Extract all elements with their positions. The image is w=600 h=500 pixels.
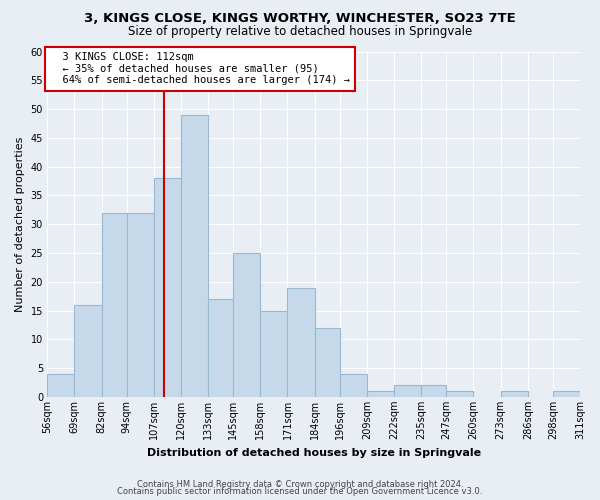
X-axis label: Distribution of detached houses by size in Springvale: Distribution of detached houses by size …: [146, 448, 481, 458]
Bar: [260, 310, 287, 397]
Text: Contains public sector information licensed under the Open Government Licence v3: Contains public sector information licen…: [118, 487, 482, 496]
Text: Size of property relative to detached houses in Springvale: Size of property relative to detached ho…: [128, 25, 472, 38]
Bar: [233, 253, 260, 397]
Bar: [208, 299, 233, 397]
Bar: [421, 386, 446, 397]
Bar: [101, 212, 127, 397]
Text: Contains HM Land Registry data © Crown copyright and database right 2024.: Contains HM Land Registry data © Crown c…: [137, 480, 463, 489]
Bar: [154, 178, 181, 397]
Bar: [181, 115, 208, 397]
Bar: [394, 386, 421, 397]
Bar: [127, 212, 154, 397]
Text: 3 KINGS CLOSE: 112sqm
  ← 35% of detached houses are smaller (95)
  64% of semi-: 3 KINGS CLOSE: 112sqm ← 35% of detached …: [50, 52, 350, 86]
Bar: [47, 374, 74, 397]
Bar: [367, 391, 394, 397]
Bar: [446, 391, 473, 397]
Bar: [74, 305, 101, 397]
Y-axis label: Number of detached properties: Number of detached properties: [15, 136, 25, 312]
Bar: [553, 391, 580, 397]
Bar: [287, 288, 314, 397]
Bar: [500, 391, 528, 397]
Bar: [314, 328, 340, 397]
Text: 3, KINGS CLOSE, KINGS WORTHY, WINCHESTER, SO23 7TE: 3, KINGS CLOSE, KINGS WORTHY, WINCHESTER…: [84, 12, 516, 26]
Bar: [340, 374, 367, 397]
